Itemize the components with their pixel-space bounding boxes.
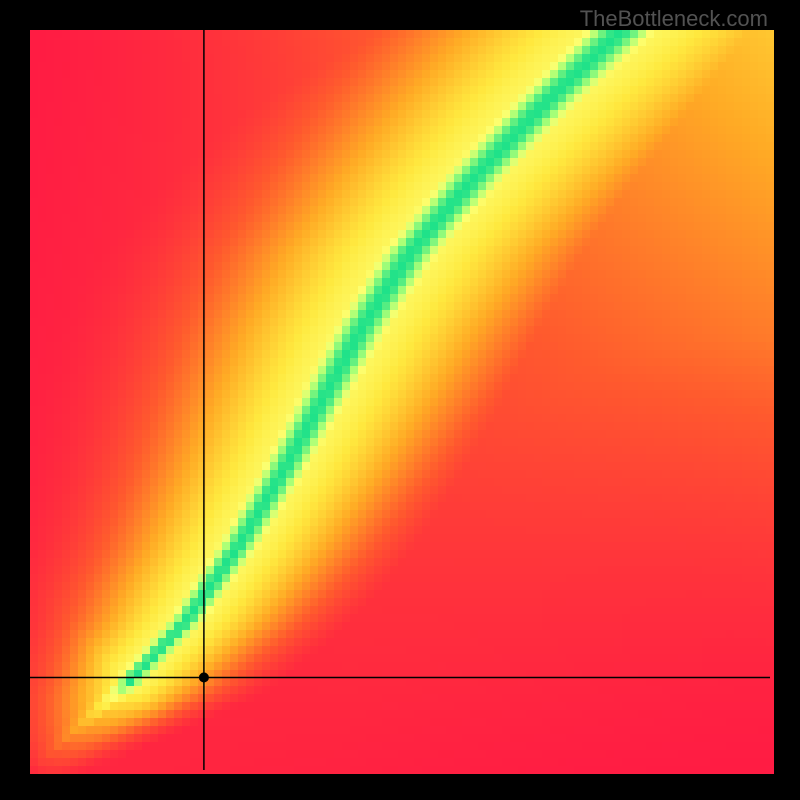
heatmap-canvas xyxy=(0,0,800,800)
chart-container: TheBottleneck.com xyxy=(0,0,800,800)
watermark-text: TheBottleneck.com xyxy=(580,6,768,32)
